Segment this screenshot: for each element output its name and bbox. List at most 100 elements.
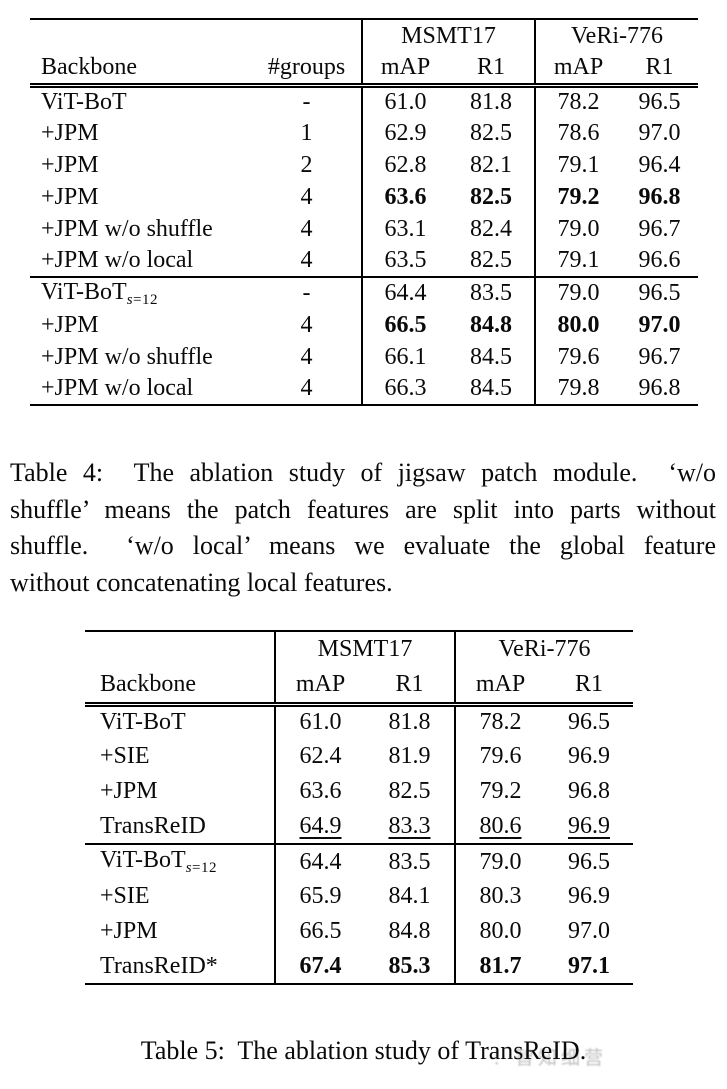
metric-value-cell: 63.1 — [361, 213, 448, 245]
metric-value-cell: 62.9 — [361, 117, 448, 149]
metric-value-cell: 62.8 — [361, 149, 448, 181]
table-row: +JPM 66.5 84.8 80.0 97.0 — [85, 914, 633, 949]
table-row: ViT-BoTs=12-64.4 83.5 79.0 96.5 — [30, 276, 698, 309]
metric-value-cell: 96.6 — [638, 247, 681, 273]
table4-caption: Table 4: The ablation study of jigsaw pa… — [10, 455, 716, 601]
backbone-cell: ViT-BoT — [41, 88, 127, 115]
metric-value-cell: 84.8 — [470, 311, 512, 338]
column-header-cell: mAP — [454, 667, 545, 704]
metric-value-cell: 63.6 — [361, 181, 448, 213]
column-header-cell: #groups — [267, 53, 346, 80]
watermark: ！智知细营 — [492, 1048, 608, 1069]
metric-value-cell: 82.1 — [470, 151, 512, 178]
backbone-subscript: s=12 — [126, 291, 158, 308]
backbone-cell: TransReID* — [100, 952, 218, 979]
backbone-cell: ViT-BoT — [100, 709, 186, 736]
table-row: ViT-BoT - 61.0 81.8 78.2 96.5 — [30, 85, 698, 117]
metric-value-cell: 80.0 — [454, 914, 545, 949]
table4-caption-line: shuffle’ means the patch features are sp… — [10, 494, 716, 524]
column-header-cell: R1 — [395, 670, 424, 697]
backbone-cell: +JPM — [100, 778, 158, 804]
metric-value-cell: 81.8 — [388, 709, 431, 736]
metric-value-cell: 96.7 — [638, 343, 681, 370]
table-section: ViT-BoT 61.0 81.8 78.2 96.5 +SIE 62.4 81.9 79.6 9… — [85, 704, 633, 844]
table-row: +SIE 62.4 81.9 79.6 96.9 — [85, 739, 633, 774]
table4-caption-line: Table 4: The ablation study of jigsaw pa… — [10, 458, 716, 487]
backbone-cell: +SIE — [100, 743, 150, 769]
metric-value-cell: 82.5 — [470, 119, 512, 146]
metric-value-cell: 66.3 — [361, 373, 448, 405]
header-blank-cell — [85, 631, 275, 667]
table-row: TransReID* 67.4 85.3 81.7 97.1 — [85, 949, 633, 984]
metric-value-cell: 79.1 — [534, 149, 621, 181]
metric-value-cell: 79.6 — [454, 739, 545, 774]
column-header-cell: R1 — [645, 53, 674, 80]
metric-value-cell: 84.5 — [470, 343, 512, 370]
metric-value-cell: 79.0 — [454, 843, 545, 879]
metric-value-cell: 64.4 — [274, 843, 365, 879]
table-section: ViT-BoTs=12 64.4 83.5 79.0 96.5 +SIE 65.9 84.1 8… — [85, 843, 633, 984]
table-row: +JPM w/o shuffle 4 63.1 82.4 79.0 96.7 — [30, 213, 698, 245]
backbone-cell: +JPM — [41, 119, 99, 146]
metric-value-cell: 85.3 — [388, 952, 431, 979]
backbone-cell: TransReID — [100, 812, 206, 839]
table-section: ViT-BoT - 61.0 81.8 78.2 96.5 +JPM 1 62.9 82.5 78.… — [30, 85, 698, 277]
dataset-name-cell: VeRi-776 — [534, 19, 698, 52]
metric-value-cell: 67.4 — [274, 949, 365, 984]
table-row: +JPM 63.6 82.5 79.2 96.8 — [85, 774, 633, 809]
metric-value-cell: 83.5 — [448, 276, 535, 309]
metric-value-cell: 80.6 — [454, 809, 545, 844]
column-header-cell: Backbone — [100, 670, 196, 697]
metric-value-cell: 66.5 — [361, 309, 448, 341]
table-row: +JPM 2 62.8 82.1 79.1 96.4 — [30, 149, 698, 181]
groups-cell: - — [252, 276, 362, 309]
metric-value-cell: 61.0 — [361, 85, 448, 117]
metric-value-cell: 97.0 — [638, 119, 681, 146]
backbone-cell: +JPM — [41, 151, 99, 178]
backbone-cell: +JPM — [41, 311, 99, 338]
metric-value-cell: 82.4 — [470, 215, 512, 242]
column-header-cell: R1 — [574, 670, 603, 697]
metric-value-cell: 81.7 — [454, 949, 545, 984]
metric-value-cell: 96.5 — [621, 276, 698, 309]
metric-value-cell: 79.8 — [534, 373, 621, 405]
table-row: +SIE 65.9 84.1 80.3 96.9 — [85, 879, 633, 914]
backbone-cell: ViT-BoTs=12 — [30, 276, 252, 309]
metric-value-cell: 96.5 — [545, 843, 633, 879]
table5-transreid-ablation: MSMT17 VeRi-776 Backbone mAP R1 mAP R1 ViT-BoT 6… — [85, 630, 633, 985]
metric-value-cell: 79.2 — [454, 774, 545, 809]
column-header-cell: mAP — [274, 667, 365, 704]
metric-value-cell: 79.0 — [534, 213, 621, 245]
metric-value-cell: 79.2 — [534, 181, 621, 213]
metric-value-cell: 96.8 — [638, 183, 681, 210]
metric-value-cell: 66.1 — [361, 341, 448, 373]
metric-value-cell: 97.1 — [568, 952, 610, 979]
metric-value-cell: 79.0 — [534, 276, 621, 309]
groups-cell: - — [302, 88, 311, 115]
metric-value-cell: 97.0 — [568, 918, 610, 944]
metric-value-cell: 83.3 — [388, 812, 431, 839]
metric-value-cell: 96.4 — [638, 151, 681, 178]
backbone-cell: +SIE — [100, 883, 150, 909]
groups-cell: 4 — [300, 311, 313, 338]
metric-value-cell: 96.9 — [568, 883, 610, 909]
backbone-cell: +JPM w/o shuffle — [41, 215, 213, 242]
metric-value-cell: 96.9 — [568, 812, 610, 839]
metric-value-cell: 96.8 — [568, 778, 610, 804]
metric-value-cell: 66.5 — [274, 914, 365, 949]
backbone-subscript: s=12 — [185, 860, 217, 876]
column-header-cell: R1 — [476, 53, 505, 80]
metric-value-cell: 82.5 — [388, 778, 431, 804]
column-header-row: Backbone mAP R1 mAP R1 — [85, 667, 633, 704]
backbone-cell: +JPM w/o local — [41, 247, 194, 273]
groups-cell: 4 — [300, 375, 313, 401]
groups-cell: 4 — [300, 183, 313, 210]
groups-cell: 4 — [300, 247, 313, 273]
table4-jpm-ablation: MSMT17 VeRi-776 Backbone #groups mAP R1 mAP R1 V… — [30, 18, 698, 406]
table-row: TransReID 64.9 83.3 80.6 96.9 — [85, 809, 633, 844]
metric-value-cell: 83.5 — [365, 843, 455, 879]
metric-value-cell: 64.4 — [361, 276, 448, 309]
metric-value-cell: 63.6 — [274, 774, 365, 809]
table-row: ViT-BoT 61.0 81.8 78.2 96.5 — [85, 704, 633, 739]
groups-cell: 1 — [300, 119, 313, 146]
